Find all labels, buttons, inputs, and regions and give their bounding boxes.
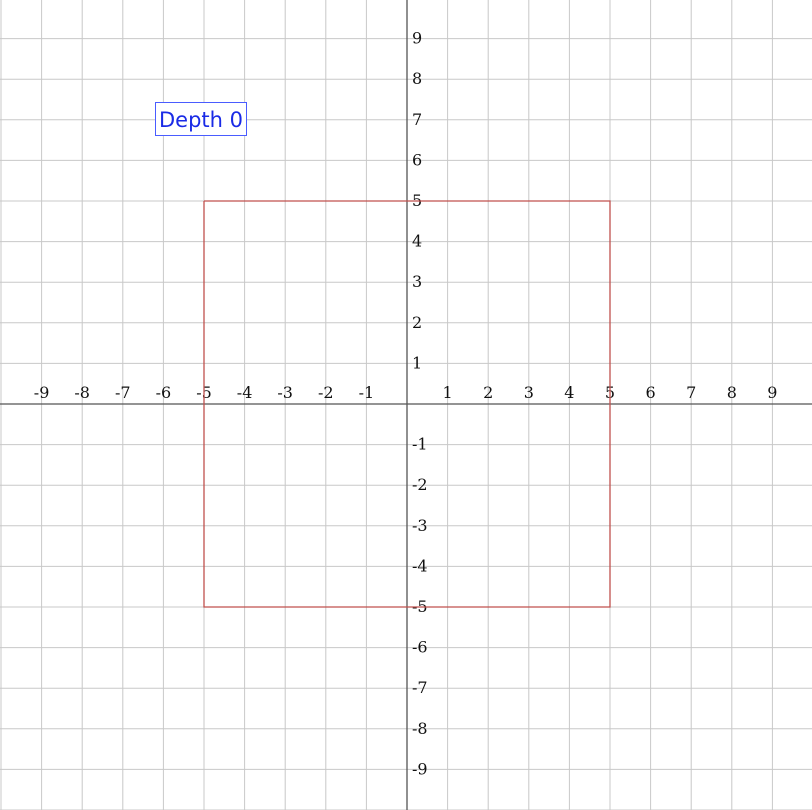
series: [203, 200, 611, 608]
y-tick-label: 4: [412, 232, 422, 251]
y-tick-label: 9: [412, 29, 422, 48]
x-tick-label: 1: [443, 383, 453, 402]
depth-label: Depth 0: [155, 102, 247, 136]
tick-labels: -9 -8 -7 -6 -5 -4 -3 -2 -1 1 2 3 4 5 6 7 8 9-9-8-7-6-5-4-…: [34, 29, 778, 779]
x-tick-label: 2: [483, 383, 493, 402]
y-tick-label: 1: [412, 353, 422, 372]
x-tick-label: -1: [359, 383, 375, 402]
y-tick-label: 8: [412, 69, 422, 88]
x-tick-label: 7: [686, 383, 696, 402]
y-tick-label: 6: [412, 150, 422, 169]
x-tick-label: 3: [524, 383, 534, 402]
y-tick-label: -4: [412, 556, 428, 575]
y-tick-label: -9: [412, 759, 428, 778]
x-tick-label: -9: [34, 383, 50, 402]
y-tick-label: 2: [412, 313, 422, 332]
y-tick-label: 3: [412, 272, 422, 291]
square-outline: [203, 200, 611, 608]
y-tick-label: -1: [412, 435, 428, 454]
x-tick-label: -8: [74, 383, 90, 402]
y-tick-label: -3: [412, 516, 428, 535]
x-tick-label: -2: [318, 383, 334, 402]
x-tick-label: 9: [767, 383, 777, 402]
x-tick-label: 4: [564, 383, 574, 402]
x-tick-label: -4: [237, 383, 253, 402]
y-tick-label: -6: [412, 638, 428, 657]
x-tick-label: -3: [277, 383, 293, 402]
y-tick-label: -2: [412, 475, 428, 494]
y-tick-label: -8: [412, 719, 428, 738]
y-tick-label: 7: [412, 110, 422, 129]
y-tick-label: -7: [412, 678, 428, 697]
x-tick-label: -6: [156, 383, 172, 402]
x-tick-label: -7: [115, 383, 131, 402]
x-tick-label: 6: [646, 383, 656, 402]
x-tick-label: 8: [727, 383, 737, 402]
